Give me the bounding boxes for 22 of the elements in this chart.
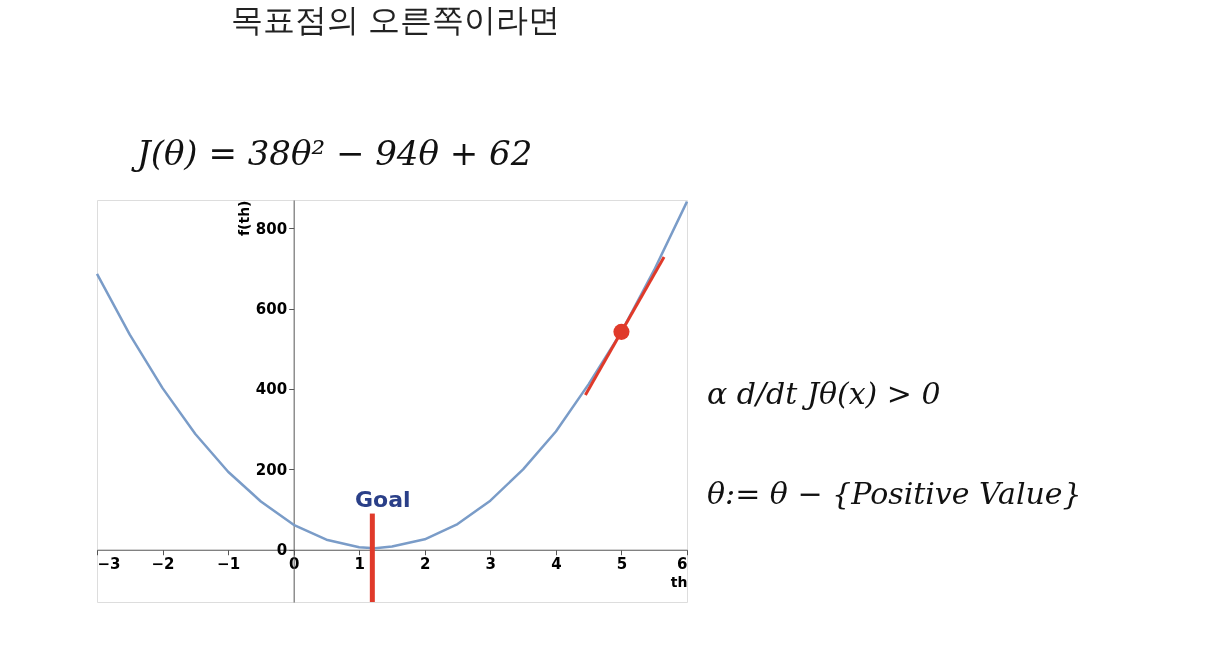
y-tick-label: 200 (255, 460, 288, 479)
x-tick-label: −2 (151, 555, 175, 574)
x-tick-label: −3 (97, 555, 121, 574)
y-axis-title: f(th) (235, 200, 252, 237)
text: J(θ) = 38θ² − 94θ + 62 (131, 133, 533, 173)
x-tick-label: 3 (485, 555, 497, 574)
x-tick-label: 2 (420, 555, 431, 574)
x-tick-label: 6 (677, 555, 688, 574)
y-tick-label: 0 (276, 541, 288, 560)
x-tick-label: 1 (354, 555, 365, 574)
x-tick-label: −1 (217, 555, 241, 574)
text: θ:= θ − {Positive Value} (707, 476, 1082, 511)
y-tick-label: 400 (255, 380, 288, 399)
x-axis-title: th (670, 574, 688, 591)
annotation: Goal (355, 487, 411, 512)
x-tick-label: 5 (616, 555, 628, 574)
text: α d/dt Jθ(x) > 0 (707, 376, 941, 411)
y-tick-label: 600 (255, 300, 288, 319)
y-tick-label: 800 (255, 219, 288, 238)
x-tick-label: 4 (551, 555, 562, 574)
chart-title: 목표점의 오른쪽이라면 (230, 2, 560, 38)
x-tick-label: 0 (288, 555, 300, 574)
